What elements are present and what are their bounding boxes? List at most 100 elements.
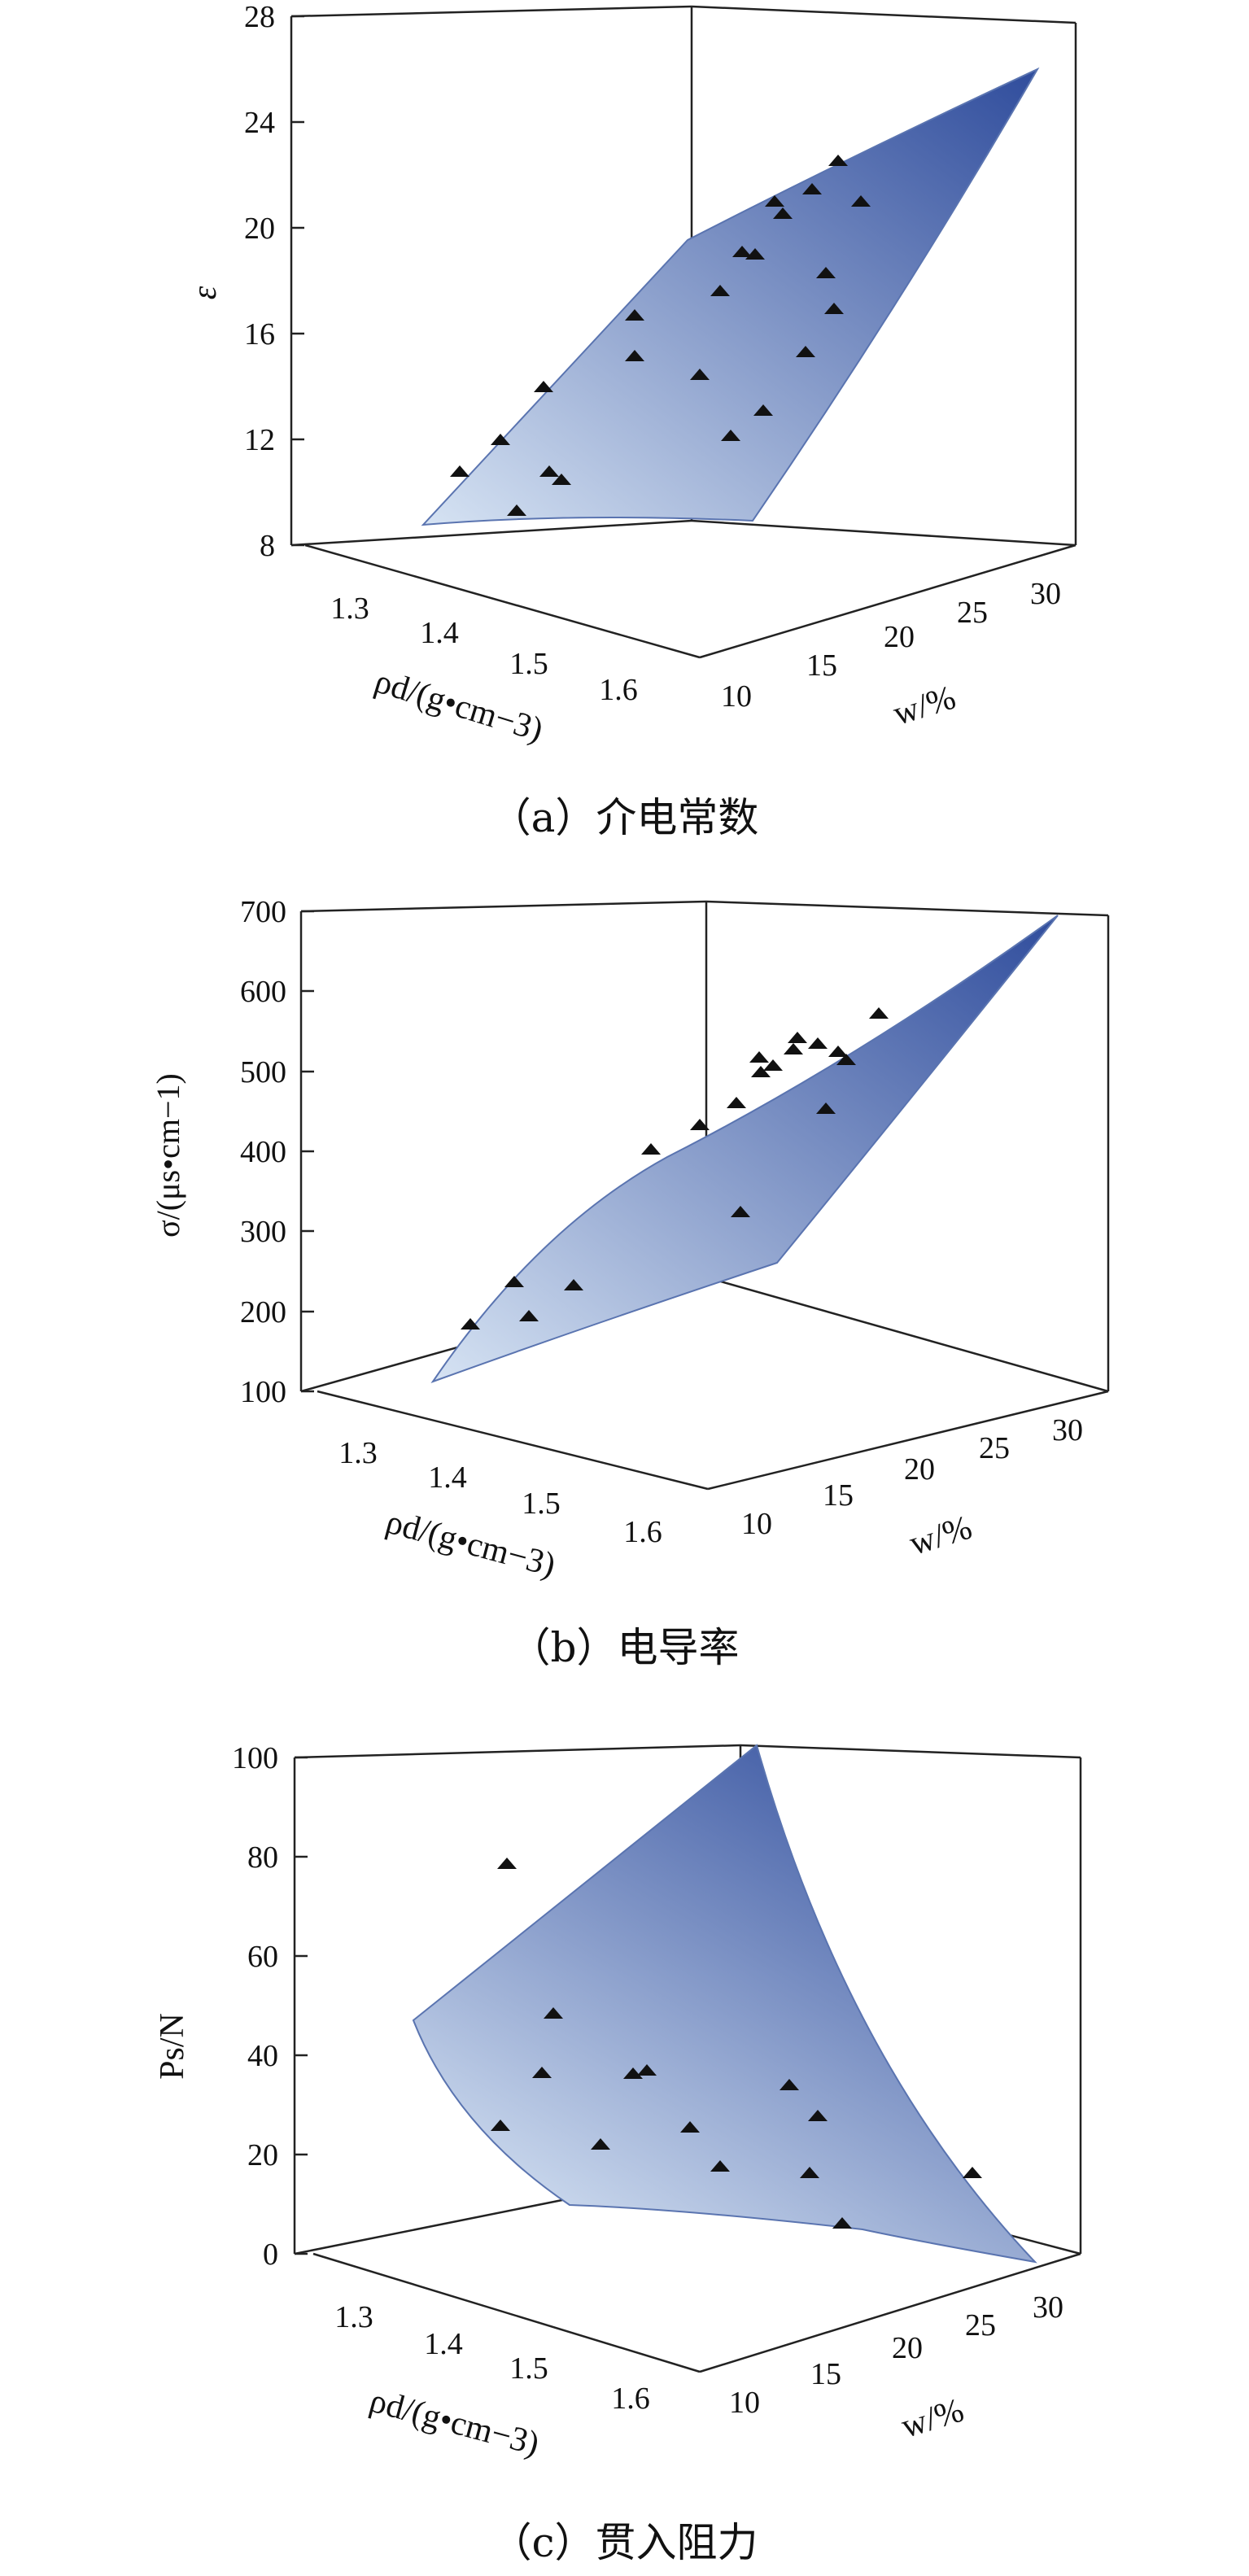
- chart-b-markers: [461, 1007, 889, 1329]
- chart-b-xtick-label: 1.4: [428, 1460, 467, 1495]
- data-point: [780, 2079, 799, 2090]
- chart-b-ytick-label: 25: [979, 1431, 1010, 1465]
- data-point: [749, 1051, 769, 1063]
- data-point: [800, 2167, 819, 2178]
- data-point: [808, 1037, 828, 1049]
- chart-c-ytick-label: 15: [810, 2357, 841, 2391]
- chart-c-ytick-label: 25: [965, 2308, 996, 2342]
- chart-a-ytick-label: 15: [806, 648, 837, 683]
- chart-b-ytick-label: 20: [904, 1452, 935, 1487]
- data-point: [641, 1143, 661, 1155]
- data-point: [491, 434, 510, 445]
- data-point: [504, 1276, 524, 1287]
- chart-a-ytick-label: 25: [957, 596, 988, 630]
- chart-a-ylabel: w/%: [889, 679, 960, 733]
- data-point: [869, 1007, 889, 1019]
- chart-b-zlabel: σ/(μs•cm−1): [150, 1073, 186, 1238]
- chart-a-ztick-label: 16: [244, 317, 275, 351]
- chart-c-ztick-label: 40: [247, 2039, 278, 2073]
- chart-a-ztick-label: 24: [244, 106, 275, 140]
- data-point: [727, 1097, 746, 1108]
- chart-c-surface: [412, 1744, 1037, 2264]
- data-point: [532, 2067, 552, 2078]
- data-point: [832, 2217, 852, 2229]
- chart-a-caption: （a）介电常数: [490, 794, 759, 841]
- chart-c-xtick-label: 1.3: [334, 2300, 373, 2334]
- chart-a-frame: [290, 5, 1077, 659]
- data-point: [680, 2121, 700, 2133]
- chart-b-ztick-label: 700: [240, 895, 286, 929]
- data-point: [690, 369, 710, 380]
- chart-a-surface: [421, 67, 1040, 526]
- chart-b-ztick-label: 400: [240, 1135, 286, 1169]
- chart-b-ztick-label: 200: [240, 1295, 286, 1329]
- data-point: [765, 195, 784, 207]
- chart-c-caption: （c）贯入阻力: [491, 2519, 758, 2566]
- chart-b-ylabel: w/%: [906, 1508, 976, 1563]
- chart-b-xtick-label: 1.5: [522, 1487, 561, 1521]
- chart-c-zlabel: Ps/N: [154, 2013, 191, 2080]
- data-point: [491, 2120, 510, 2131]
- chart-b-caption: （b）电导率: [509, 1624, 740, 1671]
- chart-a-zlabel: ε: [186, 286, 224, 299]
- data-point: [802, 183, 822, 194]
- chart-a-ztick-label: 20: [244, 212, 275, 246]
- chart-c-ytick-label: 30: [1033, 2290, 1063, 2325]
- data-point: [507, 504, 526, 516]
- chart-b-ztick-label: 300: [240, 1215, 286, 1249]
- data-point: [721, 430, 740, 441]
- chart-a-markers: [450, 155, 871, 516]
- chart-a-ztick-label: 12: [244, 423, 275, 457]
- data-point: [824, 303, 844, 314]
- data-point: [497, 1858, 517, 1869]
- data-point: [591, 2138, 610, 2150]
- chart-b-ytick-label: 15: [823, 1478, 854, 1513]
- data-point: [751, 1066, 771, 1077]
- data-point: [710, 2160, 730, 2172]
- chart-c-xtick-label: 1.6: [611, 2382, 650, 2416]
- data-point: [773, 207, 793, 219]
- chart-a-xtick-label: 1.6: [599, 673, 638, 707]
- data-point: [731, 1206, 750, 1217]
- data-point: [788, 1032, 807, 1043]
- chart-c-xlabel: ρd/(g•cm−3): [365, 2382, 543, 2464]
- chart-b-ytick-label: 10: [741, 1507, 772, 1541]
- chart-c-ytick-label: 20: [892, 2331, 923, 2365]
- data-point: [623, 2067, 643, 2079]
- chart-b-ztick-label: 100: [240, 1375, 286, 1409]
- data-point: [539, 465, 559, 477]
- chart-a-ztick-label: 28: [244, 0, 275, 34]
- data-point: [690, 1119, 710, 1130]
- data-point: [544, 2007, 563, 2019]
- chart-panel-b: 700 600 500 400 300 200 100 σ/(μs•cm−1) …: [0, 887, 1249, 1701]
- data-point: [519, 1310, 539, 1321]
- chart-b-ztick-label: 600: [240, 975, 286, 1009]
- chart-c-xtick-label: 1.5: [509, 2351, 548, 2386]
- chart-a-svg: 28 24 20 16 12 8 ε 1.3 1.4 1.5 1.6 ρd/(g…: [186, 0, 1077, 749]
- data-point: [753, 404, 773, 416]
- chart-c-ytick-label: 10: [729, 2386, 760, 2420]
- chart-panel-c: 100 80 60 40 20 0 Ps/N 1.3 1.4 1.5 1.6 ρ…: [0, 1721, 1249, 2572]
- chart-b-svg: 700 600 500 400 300 200 100 σ/(μs•cm−1) …: [150, 895, 1110, 1584]
- chart-b-xtick-label: 1.6: [623, 1515, 662, 1549]
- data-point: [808, 2110, 828, 2121]
- data-point: [836, 1054, 856, 1065]
- chart-c-ztick-label: 20: [247, 2138, 278, 2172]
- data-point: [828, 155, 848, 166]
- data-point: [816, 267, 836, 278]
- data-point: [828, 1046, 848, 1057]
- chart-c-ztick-label: 100: [232, 1741, 278, 1775]
- chart-c-ztick-label: 60: [247, 1940, 278, 1974]
- chart-c-ztick-label: 80: [247, 1840, 278, 1875]
- data-point: [710, 285, 730, 296]
- chart-a-xtick-label: 1.5: [509, 647, 548, 681]
- data-point: [564, 1279, 583, 1290]
- data-point: [625, 350, 644, 361]
- chart-a-ytick-label: 30: [1030, 577, 1061, 611]
- chart-b-xtick-label: 1.3: [338, 1436, 378, 1470]
- data-point: [552, 474, 571, 485]
- chart-c-ylabel: w/%: [897, 2391, 968, 2446]
- chart-c-markers: [491, 1858, 982, 2229]
- data-point: [796, 346, 815, 357]
- data-point: [816, 1102, 836, 1114]
